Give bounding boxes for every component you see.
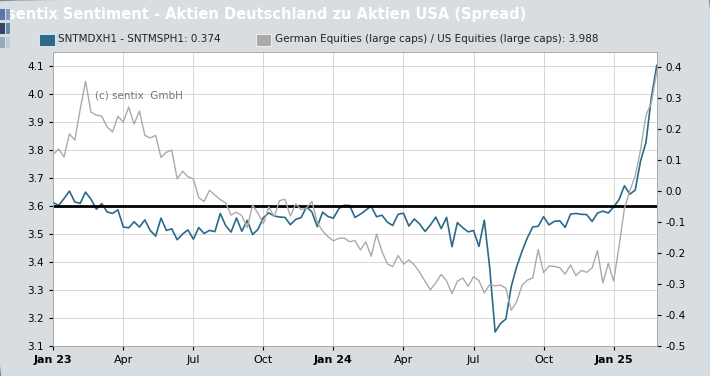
Bar bbox=[0, 23, 5, 33]
Bar bbox=[6, 9, 11, 20]
Text: German Equities (large caps) / US Equities (large caps): 3.988: German Equities (large caps) / US Equiti… bbox=[275, 34, 599, 44]
Text: sentix Sentiment - Aktien Deutschland zu Aktien USA (Spread): sentix Sentiment - Aktien Deutschland zu… bbox=[7, 6, 526, 21]
FancyBboxPatch shape bbox=[39, 33, 55, 45]
FancyBboxPatch shape bbox=[256, 33, 271, 45]
Bar bbox=[6, 23, 11, 33]
Bar bbox=[0, 36, 5, 47]
Text: (c) sentix  GmbH: (c) sentix GmbH bbox=[95, 90, 183, 100]
Bar bbox=[0, 9, 5, 20]
Bar bbox=[6, 36, 11, 47]
Text: SNTMDXH1 - SNTMSPH1: 0.374: SNTMDXH1 - SNTMSPH1: 0.374 bbox=[58, 34, 221, 44]
